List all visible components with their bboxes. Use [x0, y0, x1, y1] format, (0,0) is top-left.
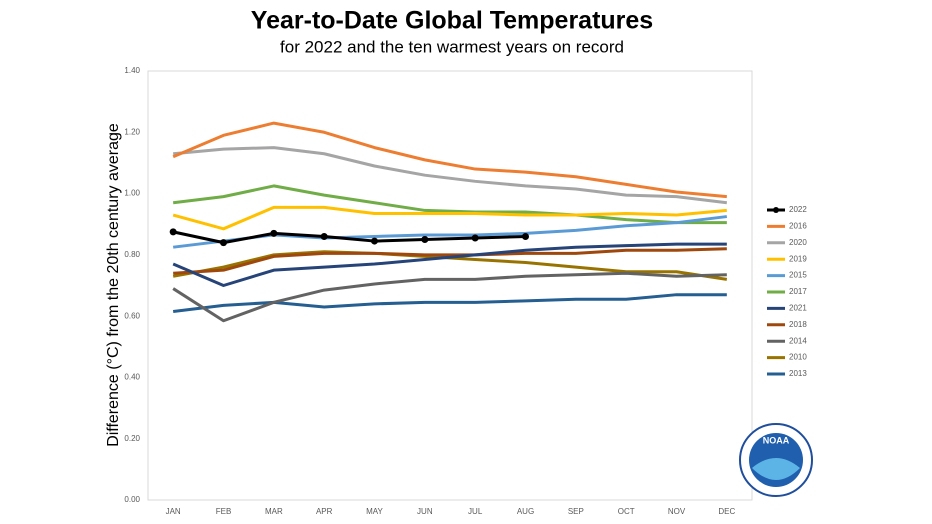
- y-tick-label: 0.20: [124, 434, 140, 443]
- series-line: [172, 184, 727, 225]
- x-tick-label: FEB: [216, 507, 232, 516]
- point: [169, 228, 177, 236]
- legend-label: 2013: [789, 369, 807, 378]
- legend-label: 2015: [789, 271, 807, 280]
- y-tick-label: 0.00: [124, 495, 140, 504]
- x-tick-label: JUN: [417, 507, 433, 516]
- point: [522, 232, 529, 240]
- point: [220, 239, 227, 247]
- logo-wave: [752, 458, 800, 480]
- x-tick-label: APR: [316, 507, 333, 516]
- series-line: [173, 247, 727, 275]
- y-axis-label: Difference (°C) from the 20th century av…: [105, 123, 122, 447]
- y-tick-label: 1.20: [124, 127, 140, 136]
- series-line: [172, 121, 727, 199]
- legend-label: 2021: [789, 304, 807, 313]
- series-line: [173, 146, 728, 205]
- x-tick-label: JAN: [166, 507, 181, 516]
- plot-frame: [147, 70, 753, 501]
- chart-subtitle: for 2022 and the ten warmest years on re…: [280, 37, 624, 56]
- series-line: [172, 293, 727, 314]
- logo: NOAA: [739, 423, 813, 497]
- series-line: [172, 271, 727, 323]
- chart-title: Year-to-Date Global Temperatures: [251, 7, 653, 35]
- x-tick-label: MAY: [366, 507, 383, 516]
- legend-label: 2018: [789, 320, 807, 329]
- series-line: [172, 242, 727, 287]
- y-tick-label: 1.40: [124, 66, 140, 75]
- series-line: [172, 230, 526, 245]
- legend-label: 2017: [789, 287, 807, 296]
- x-tick-label: SEP: [568, 507, 584, 516]
- point: [471, 234, 479, 242]
- x-tick-label: DEC: [718, 507, 735, 516]
- legend-label: 2016: [789, 222, 807, 231]
- x-tick-label: OCT: [618, 507, 635, 516]
- legend-label: 2019: [789, 254, 807, 263]
- legend-marker: [773, 207, 779, 213]
- y-tick-label: 0.60: [124, 311, 140, 320]
- y-tick-label: 0.40: [124, 373, 140, 382]
- legend-label: 2014: [789, 336, 807, 345]
- x-tick-label: AUG: [517, 507, 534, 516]
- legend-label: 2022: [789, 205, 807, 214]
- x-tick-label: NOV: [668, 507, 686, 516]
- y-tick-label: 0.80: [124, 250, 140, 259]
- point: [320, 232, 328, 240]
- logo-text: NOAA: [763, 435, 790, 445]
- legend-label: 2010: [789, 353, 807, 362]
- y-tick-label: 1.00: [124, 189, 140, 198]
- legend-label: 2020: [789, 238, 807, 247]
- x-tick-label: JUL: [468, 507, 483, 516]
- point: [421, 236, 429, 244]
- point: [371, 237, 378, 245]
- series-line: [172, 205, 727, 231]
- point: [270, 229, 278, 237]
- x-tick-label: MAR: [265, 507, 283, 516]
